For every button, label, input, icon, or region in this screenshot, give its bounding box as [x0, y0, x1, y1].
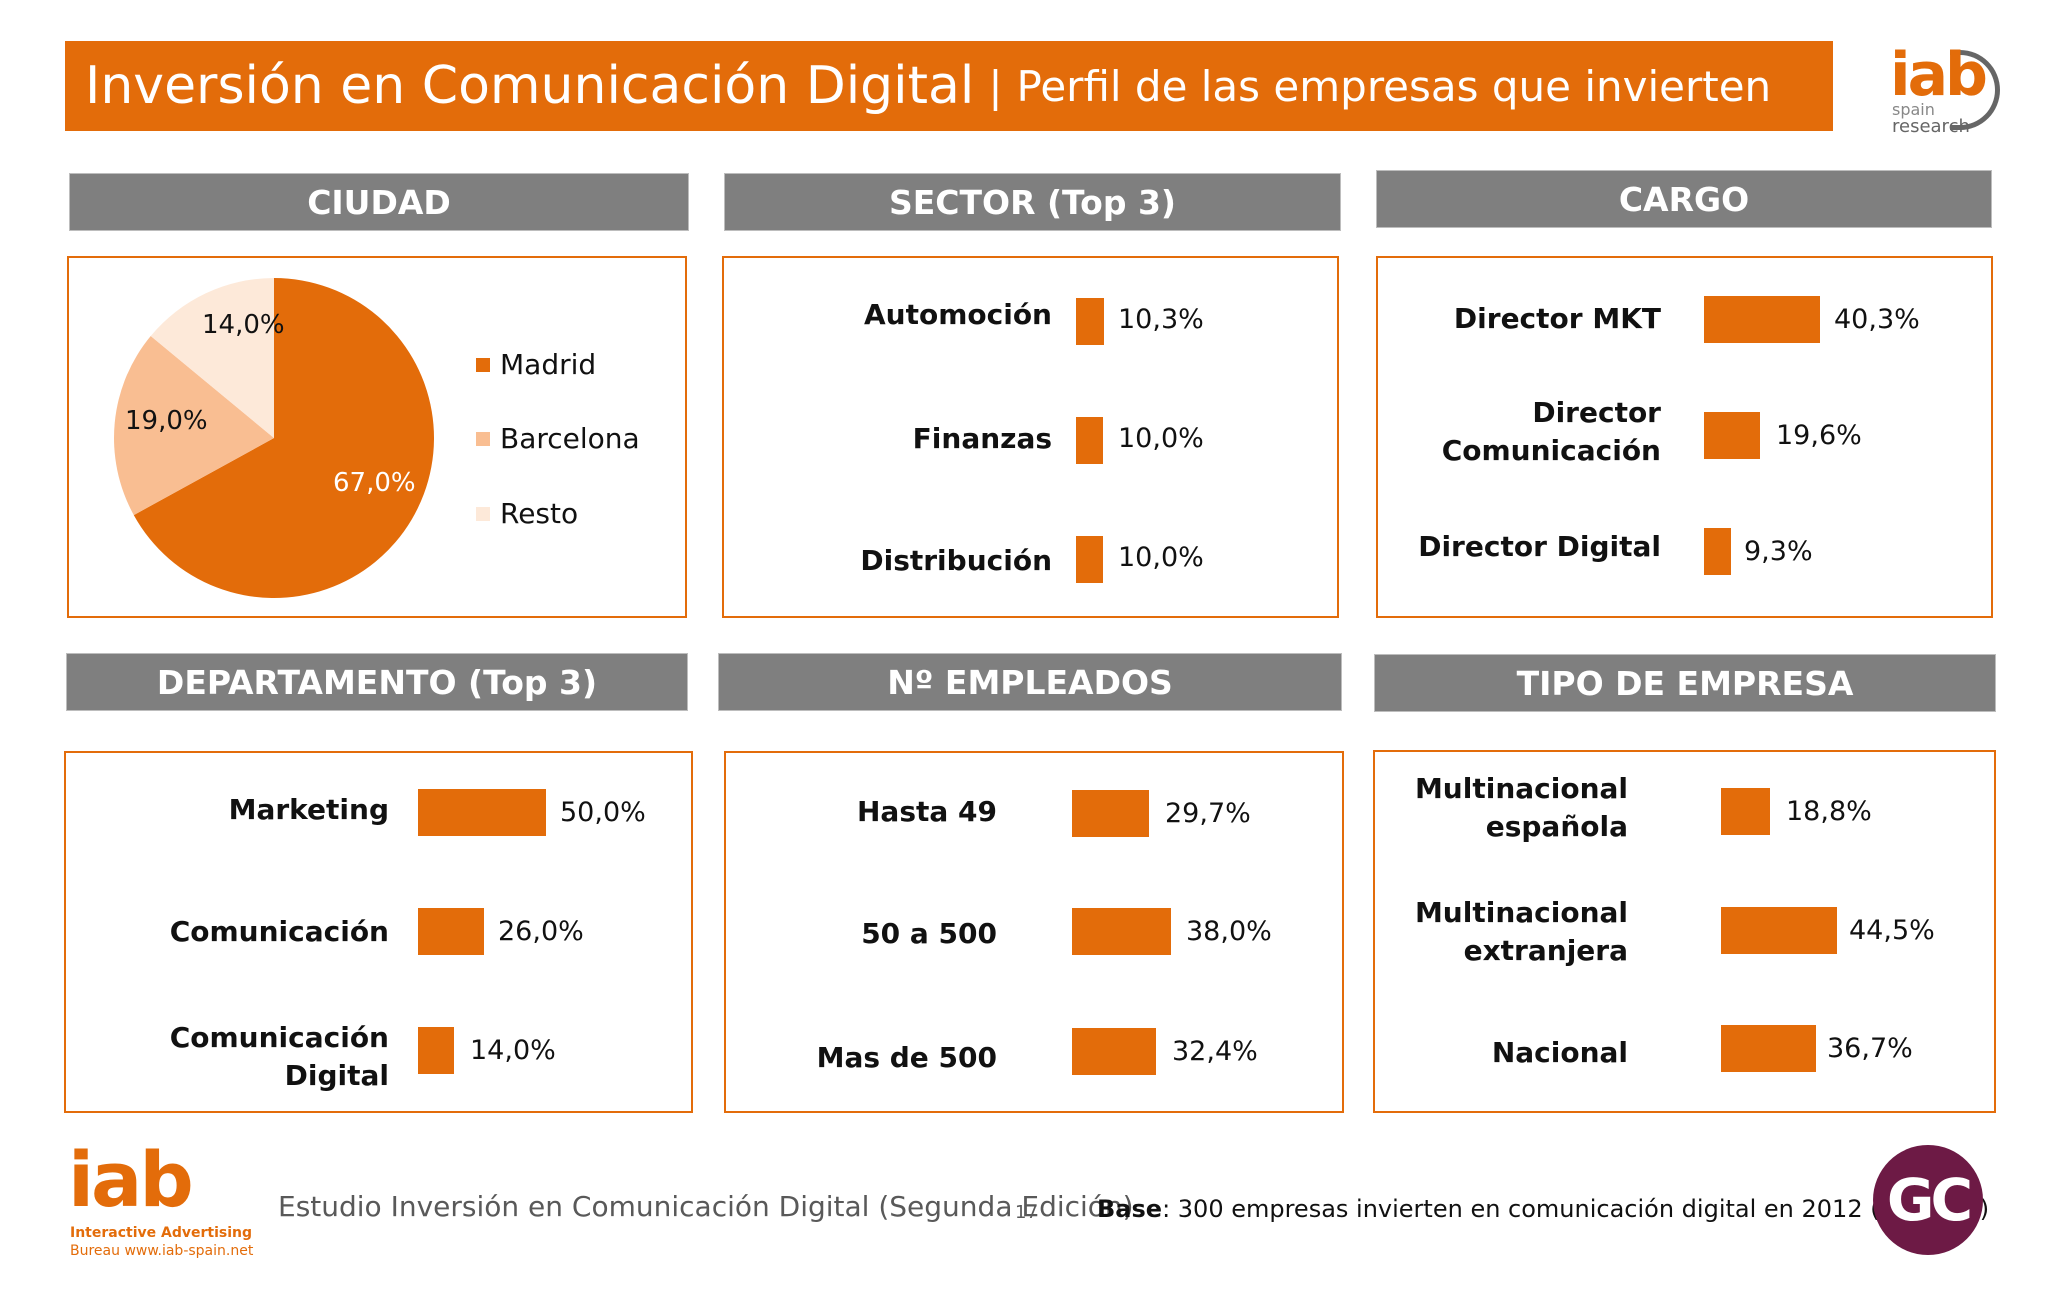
- data-label: 32,4%: [1172, 1036, 1258, 1067]
- category-label: Comunicación: [169, 915, 389, 948]
- category-label: Distribución: [860, 544, 1052, 577]
- bar: [1072, 1028, 1157, 1075]
- header-departamento: DEPARTAMENTO (Top 3): [66, 653, 688, 711]
- bar: [1076, 417, 1103, 464]
- bar: [1721, 788, 1770, 835]
- page-subtitle: Perfil de las empresas que invierten: [1016, 61, 1772, 111]
- page-title: Inversión en Comunicación Digital: [85, 56, 975, 116]
- bar: [1704, 528, 1731, 575]
- data-label: 36,7%: [1827, 1033, 1913, 1064]
- bar: [1704, 296, 1820, 343]
- title-bar: Inversión en Comunicación Digital | Perf…: [65, 41, 1833, 131]
- logo-line1: spain: [1892, 100, 1935, 119]
- data-label: 10,0%: [1118, 423, 1204, 454]
- logo-brand: iab: [1890, 40, 1988, 110]
- category-label: Marketing: [228, 793, 389, 826]
- pie-slice-barcelona: [114, 336, 274, 516]
- footer-base-note: Base: 300 empresas invierten en comunica…: [1097, 1195, 1989, 1223]
- panel-sector: Automoción Finanzas Distribución 10,3% 1…: [722, 256, 1339, 618]
- bar: [1076, 536, 1103, 583]
- legend-label: Madrid: [500, 348, 597, 381]
- page-number: 17: [1015, 1202, 1038, 1223]
- data-label: 44,5%: [1849, 915, 1935, 946]
- data-label: 50,0%: [560, 797, 646, 828]
- iab-research-logo: iab spain research: [1880, 40, 2000, 140]
- legend-swatch-resto: [476, 506, 490, 521]
- bar: [418, 789, 546, 836]
- legend-label: Barcelona: [500, 422, 640, 455]
- category-label-text: Comunicación Digital: [169, 1021, 389, 1092]
- bar: [418, 908, 485, 955]
- footer-logo-line2: Bureau www.iab-spain.net: [70, 1243, 254, 1259]
- base-label: Base: [1097, 1195, 1163, 1223]
- category-label: Mas de 500: [816, 1041, 997, 1074]
- pie-chart: [114, 278, 434, 598]
- data-label: 14,0%: [470, 1035, 556, 1066]
- data-label: 18,8%: [1786, 796, 1872, 827]
- gc-logo: GC: [1873, 1145, 1983, 1255]
- pie-label-madrid: 67,0%: [333, 468, 416, 498]
- base-text: : 300 empresas invierten en comunicación…: [1162, 1195, 1990, 1223]
- footer-study-title: Estudio Inversión en Comunicación Digita…: [278, 1190, 1134, 1223]
- category-label: Automoción: [863, 298, 1052, 331]
- header-empleados: Nº EMPLEADOS: [718, 653, 1342, 711]
- header-ciudad: CIUDAD: [69, 173, 689, 231]
- bar: [418, 1027, 454, 1074]
- bar: [1072, 908, 1171, 955]
- bar: [1721, 1025, 1817, 1072]
- bar: [1704, 412, 1761, 459]
- category-label: Hasta 49: [857, 795, 997, 828]
- data-label: 10,0%: [1118, 542, 1204, 573]
- panel-tipo: Multinacional española Multinacional ext…: [1373, 750, 1996, 1113]
- header-sector: SECTOR (Top 3): [724, 173, 1341, 231]
- data-label: 38,0%: [1186, 916, 1272, 947]
- title-separator: |: [988, 61, 1003, 111]
- data-label: 29,7%: [1165, 798, 1251, 829]
- logo-line2: research: [1892, 116, 1970, 137]
- iab-footer-logo: iab Interactive Advertising Bureau www.i…: [68, 1135, 278, 1265]
- bar: [1721, 907, 1837, 954]
- category-label: Multinacional española: [1415, 770, 1628, 846]
- category-label-text: Director Comunicación: [1441, 396, 1661, 467]
- category-label: Director MKT: [1453, 302, 1661, 335]
- footer-logo-line1: Interactive Advertising: [70, 1225, 252, 1241]
- category-label: Director Digital: [1418, 530, 1661, 563]
- category-label: Comunicación Digital: [170, 1019, 389, 1095]
- category-label: Multinacional extranjera: [1415, 894, 1628, 970]
- header-cargo: CARGO: [1376, 170, 1992, 228]
- pie-slice-madrid: [133, 278, 434, 598]
- category-label: 50 a 500: [861, 917, 997, 950]
- panel-cargo: Director MKT Director Comunicación Direc…: [1376, 256, 1993, 618]
- data-label: 10,3%: [1118, 304, 1204, 335]
- data-label: 9,3%: [1744, 536, 1813, 567]
- category-label-text: Multinacional extranjera: [1414, 896, 1628, 967]
- panel-empleados: Hasta 49 50 a 500 Mas de 500 29,7% 38,0%…: [724, 751, 1344, 1113]
- panel-departamento: Marketing Comunicación Comunicación Digi…: [64, 751, 693, 1113]
- legend-label: Resto: [500, 497, 579, 530]
- panel-ciudad: 67,0% 19,0% 14,0% Madrid Barcelona Resto: [67, 256, 687, 618]
- data-label: 19,6%: [1776, 420, 1862, 451]
- legend-item-resto: Resto: [476, 497, 578, 530]
- bar: [1076, 298, 1104, 345]
- bar: [1072, 790, 1150, 837]
- category-label: Nacional: [1491, 1036, 1628, 1069]
- footer-logo-brand: iab: [68, 1135, 194, 1224]
- data-label: 40,3%: [1834, 304, 1920, 335]
- legend-item-madrid: Madrid: [476, 348, 596, 381]
- pie-label-barcelona: 19,0%: [125, 406, 208, 436]
- pie-slice-resto: [150, 278, 274, 438]
- pie-label-resto: 14,0%: [202, 310, 285, 340]
- legend-swatch-madrid: [476, 357, 490, 372]
- data-label: 26,0%: [498, 916, 584, 947]
- category-label: Director Comunicación: [1442, 394, 1661, 470]
- header-tipo: TIPO DE EMPRESA: [1374, 654, 1996, 712]
- category-label-text: Multinacional española: [1414, 772, 1628, 843]
- legend-item-barcelona: Barcelona: [476, 422, 640, 455]
- legend-swatch-barcelona: [476, 431, 490, 446]
- category-label: Finanzas: [912, 422, 1052, 455]
